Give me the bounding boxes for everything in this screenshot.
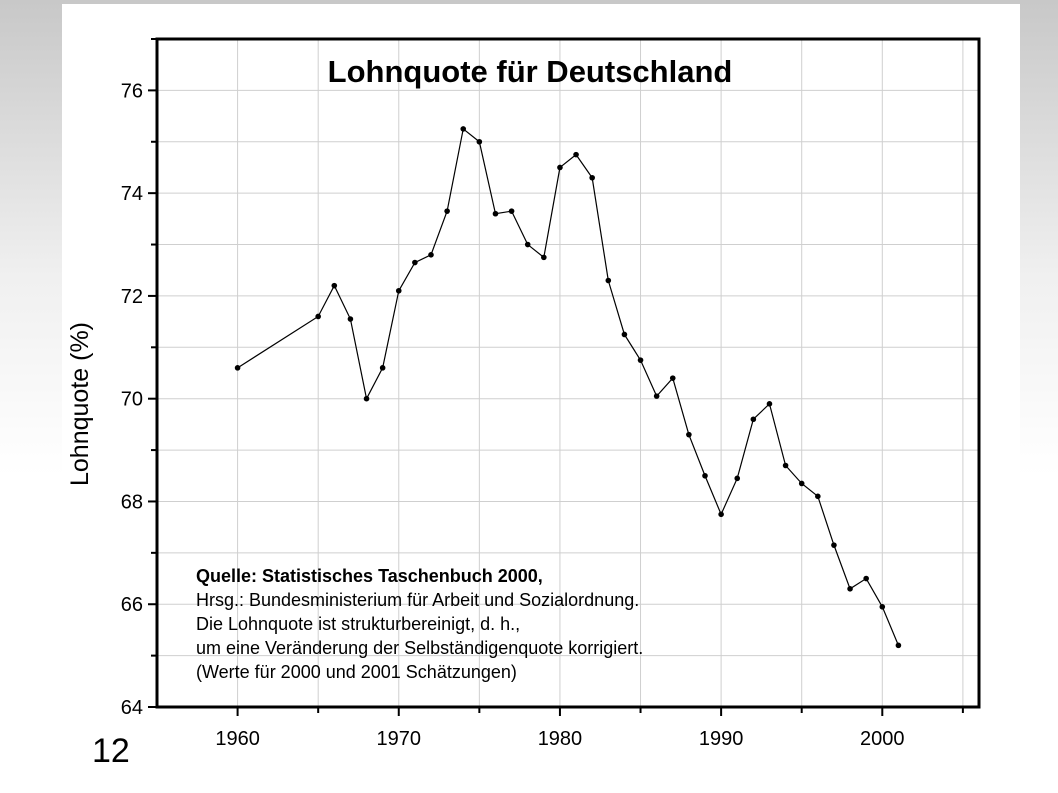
x-tick-label: 2000 (860, 728, 905, 750)
data-point (541, 254, 547, 261)
y-tick-label: 68 (121, 491, 143, 513)
y-axis-label: Lohnquote (%) (66, 322, 94, 486)
data-point (718, 511, 724, 518)
data-point (460, 126, 467, 132)
source-note-line: Hrsg.: Bundesministerium für Arbeit und … (196, 590, 639, 610)
x-tick-label: 1960 (215, 728, 260, 750)
data-point (879, 604, 886, 610)
y-tick-label: 74 (121, 183, 143, 205)
data-point (347, 316, 354, 322)
plot-frame (155, 37, 981, 709)
data-point (815, 493, 821, 500)
data-point (766, 401, 773, 407)
data-point (847, 586, 853, 592)
data-point (686, 431, 692, 438)
data-point (589, 174, 595, 181)
data-point (750, 416, 757, 423)
slide: 1960 1970 1980 1990 2000 64 66 68 70 72 74 76 Lohnq… (62, 4, 1020, 793)
data-point (524, 241, 531, 248)
data-point (637, 357, 644, 363)
y-tick-label: 70 (121, 389, 143, 411)
source-note-line: um eine Veränderung der Selbständigenquo… (196, 638, 643, 658)
chart-title: Lohnquote für Deutschland (328, 54, 733, 89)
data-point (621, 331, 628, 338)
tick-labels: 1960 1970 1980 1990 2000 64 66 68 70 72 74 76 (121, 80, 905, 750)
source-note-line: (Werte für 2000 und 2001 Schätzungen) (196, 662, 517, 682)
data-point (557, 164, 563, 171)
data-point (573, 151, 579, 158)
data-point (734, 475, 741, 482)
series-layer (234, 126, 902, 649)
source-note-line: Die Lohnquote ist strukturbereinigt, d. … (196, 614, 520, 634)
data-point (831, 542, 837, 548)
data-point (234, 365, 241, 371)
x-tick-label: 1970 (377, 728, 422, 750)
y-tick-label: 72 (121, 286, 143, 308)
data-point (315, 313, 321, 320)
data-point (863, 575, 869, 582)
data-point (895, 642, 902, 649)
y-tick-label: 64 (121, 697, 143, 719)
data-point (428, 252, 434, 258)
data-point (476, 138, 483, 145)
data-point (702, 472, 708, 479)
y-tick-label: 76 (121, 80, 143, 102)
data-point (412, 259, 418, 266)
data-point (782, 462, 789, 469)
data-point (395, 287, 402, 294)
page-number: 12 (92, 732, 130, 770)
data-point (363, 395, 370, 402)
series-line (237, 127, 899, 646)
grid (157, 39, 979, 707)
source-note-line: Quelle: Statistisches Taschenbuch 2000, (196, 566, 543, 586)
x-tick-label: 1990 (699, 728, 744, 750)
line-chart: 1960 1970 1980 1990 2000 64 66 68 70 72 74 76 Lohnq… (66, 37, 981, 750)
data-point (605, 277, 612, 284)
y-tick-label: 66 (121, 594, 143, 616)
data-point (444, 208, 450, 214)
data-point (669, 375, 676, 381)
x-tick-label: 1980 (538, 728, 583, 750)
data-point (653, 393, 660, 399)
data-point (492, 210, 499, 217)
data-point (379, 365, 386, 371)
source-note: Quelle: Statistisches Taschenbuch 2000, H… (196, 566, 643, 682)
data-point (331, 282, 338, 289)
data-point (508, 208, 515, 214)
data-point (798, 480, 805, 487)
